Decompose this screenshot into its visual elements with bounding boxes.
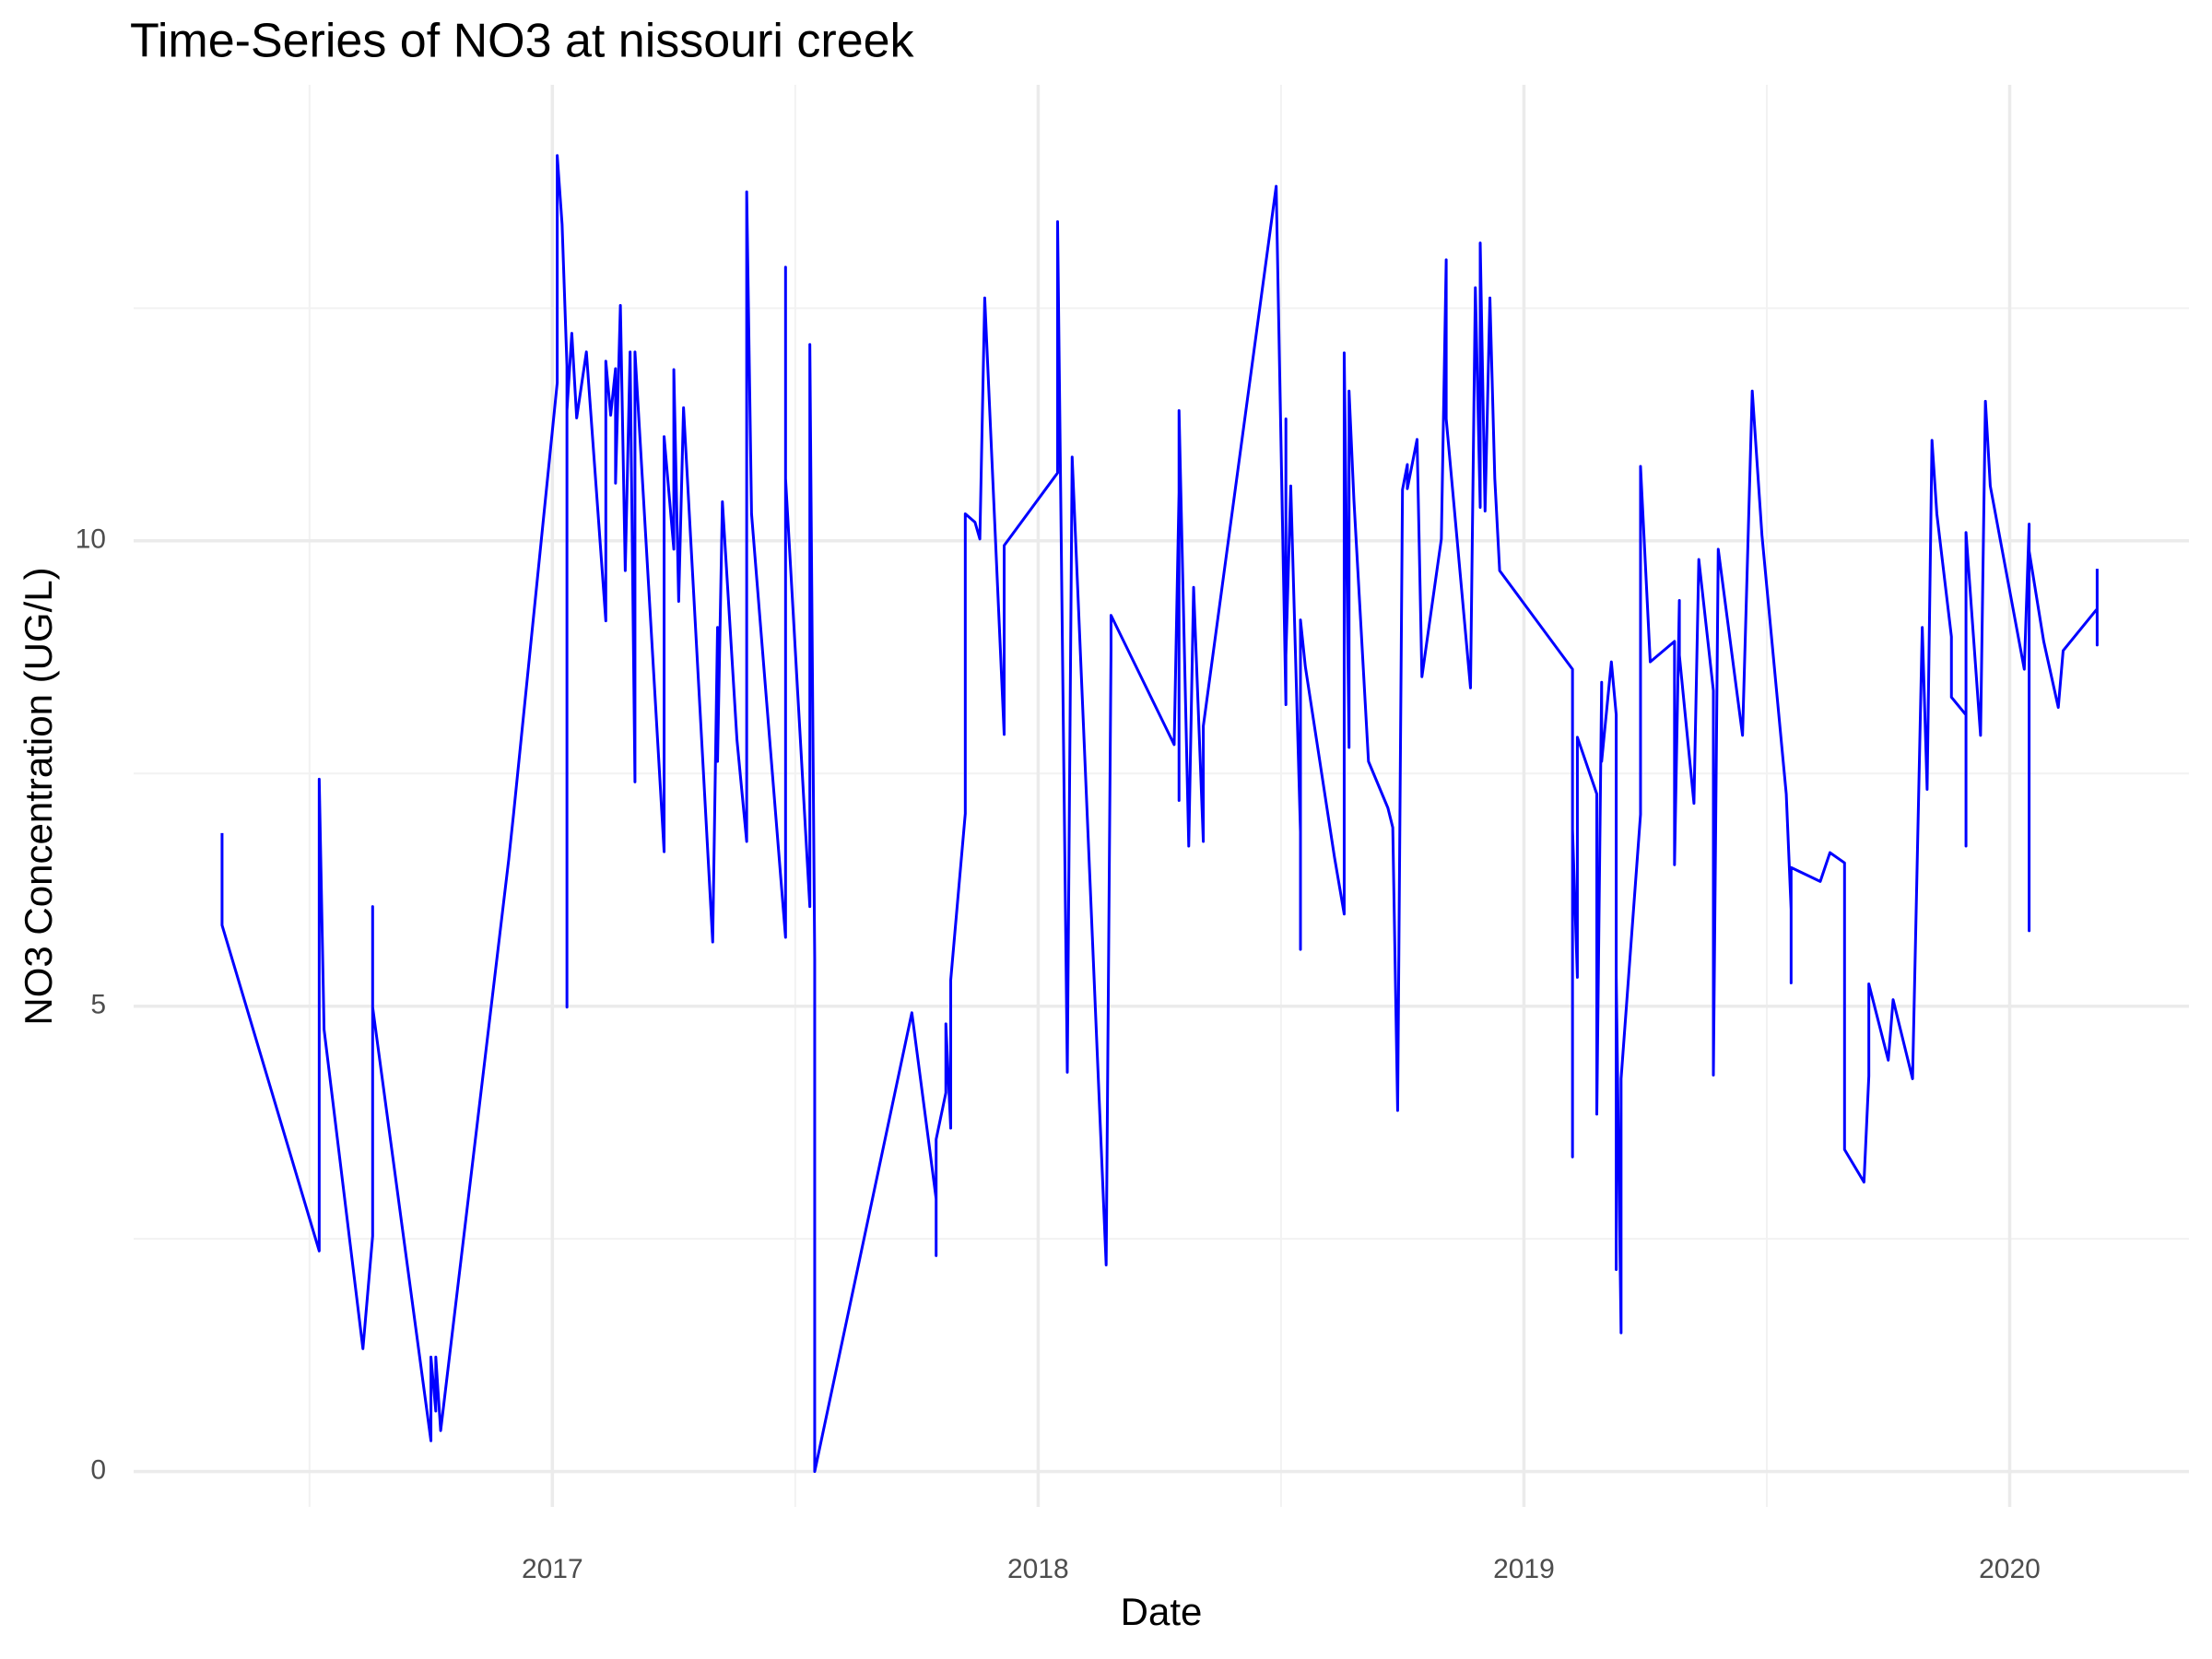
x-axis-title: Date [1121,1590,1203,1633]
plot [220,154,2099,1474]
x-tick-label: 2017 [522,1554,583,1584]
data-line [220,154,2099,1474]
grid [134,85,2189,1507]
y-tick-label: 10 [76,524,106,555]
x-tick-label: 2019 [1493,1554,1555,1584]
chart-title: Time-Series of NO3 at nissouri creek [130,15,915,68]
x-tick-label: 2018 [1007,1554,1069,1584]
x-tick-label: 2020 [1979,1554,2041,1584]
y-axis-title: NO3 Concentration (UG/L) [17,567,60,1025]
y-tick-label: 0 [90,1455,106,1486]
y-tick-label: 5 [90,990,106,1020]
